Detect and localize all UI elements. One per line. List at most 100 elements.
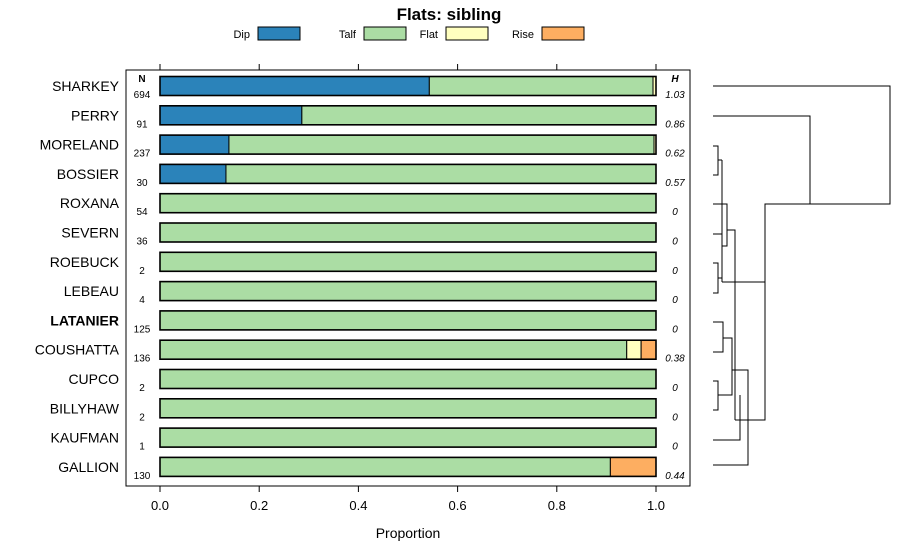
bar-segment-talf	[159, 398, 657, 419]
chart-title: Flats: sibling	[397, 5, 502, 24]
bar-segment-dip	[159, 105, 303, 126]
dendrogram-branch	[718, 370, 733, 396]
bar-outline	[159, 280, 657, 302]
legend-swatch	[257, 26, 301, 41]
h-value: 0.38	[665, 354, 685, 365]
y-tick-label: BILLYHAW	[50, 400, 120, 416]
h-value: 0	[672, 237, 678, 248]
dendrogram-branch	[727, 229, 736, 420]
y-tick-label: CUPCO	[68, 371, 119, 387]
bar-outline	[159, 75, 657, 97]
bars	[159, 75, 657, 478]
bar-outline	[159, 368, 657, 390]
n-value: 2	[139, 266, 145, 277]
bar-segment-talf	[301, 105, 657, 126]
y-tick-label: KAUFMAN	[51, 430, 119, 446]
bar-segment-talf	[428, 76, 654, 96]
h-value: 0	[672, 412, 678, 423]
n-value: 1	[139, 442, 145, 453]
bar-segment-dip	[159, 163, 227, 184]
h-values: 1.03 0.86 0.62 0.57 0 0 0 0 0 0.38 0 0 0 0.44	[665, 90, 685, 482]
dendrogram-branch	[723, 337, 733, 370]
dendrogram-branch	[713, 145, 719, 176]
x-tick-label: 0.2	[250, 498, 268, 513]
bar-outline	[159, 456, 657, 478]
y-tick-label: ROEBUCK	[50, 254, 120, 270]
y-tick-label: COUSHATTA	[35, 342, 120, 358]
legend: Dip Talf Flat Rise	[233, 26, 585, 41]
y-tick-label: LEBEAU	[64, 283, 119, 299]
bar-segment-talf	[159, 251, 657, 272]
y-axis-labels: SHARKEY PERRY MORELAND BOSSIER ROXANA SEVERN R…	[35, 78, 120, 475]
n-value: 237	[134, 149, 151, 160]
bar-segment-talf	[159, 193, 657, 214]
n-values: 694 91 237 30 54 36 2 4 125 136 2 2 1 130	[134, 90, 151, 482]
n-value: 694	[134, 90, 151, 101]
bar-outline	[159, 427, 657, 448]
bar-segment-rise	[640, 339, 657, 360]
h-value: 0.62	[665, 149, 685, 160]
bar-segment-talf	[159, 369, 657, 389]
legend-label: Dip	[233, 29, 250, 41]
n-value: 2	[139, 383, 145, 394]
y-tick-label: LATANIER	[50, 312, 119, 328]
dendrogram-branch	[713, 85, 891, 205]
n-value: 91	[136, 119, 148, 130]
h-value: 0	[672, 266, 678, 277]
y-tick-label: ROXANA	[60, 195, 120, 211]
h-value: 0	[672, 442, 678, 453]
x-tick-label: 0.4	[349, 498, 367, 513]
x-tick-label: 1.0	[647, 498, 665, 513]
dendrogram-branch	[713, 338, 724, 353]
bar-segment-talf	[159, 339, 628, 360]
n-value: 54	[136, 207, 148, 218]
bar-outline	[159, 222, 657, 243]
h-value: 0	[672, 324, 678, 335]
dendrogram-branch	[713, 203, 728, 230]
dendrogram-branch	[713, 395, 741, 441]
bar-outline	[159, 339, 657, 361]
legend-label: Flat	[420, 29, 438, 41]
y-tick-label: GALLION	[58, 459, 119, 475]
h-value: 0	[672, 295, 678, 306]
n-value: 4	[139, 295, 145, 306]
legend-swatch	[445, 26, 489, 41]
h-value: 1.03	[665, 90, 685, 101]
bar-outline	[159, 192, 657, 214]
bar-segment-talf	[159, 222, 657, 243]
n-value: 36	[136, 237, 148, 248]
bar-outline	[159, 310, 657, 331]
y-tick-label: BOSSIER	[57, 166, 119, 182]
legend-label: Talf	[339, 29, 357, 41]
bar-segment-dip	[159, 134, 230, 155]
bar-segment-rise	[609, 456, 657, 477]
dendrogram-branch	[713, 380, 719, 395]
h-value: 0	[672, 383, 678, 394]
bar-segment-talf	[159, 427, 657, 448]
bar-segment-talf	[228, 134, 655, 155]
dendrogram-branch	[732, 369, 749, 420]
dendrogram-branch	[722, 203, 810, 283]
n-value: 130	[134, 471, 151, 482]
y-tick-label: SEVERN	[61, 225, 119, 241]
bar-outline	[159, 105, 657, 126]
x-axis-label: Proportion	[376, 525, 441, 541]
n-value: 125	[134, 324, 151, 335]
x-axis: 0.0 0.2 0.4 0.6 0.8 1.0	[151, 64, 665, 513]
dendrogram-branch	[713, 419, 749, 466]
bar-segment-talf	[225, 163, 657, 184]
bar-segment-talf	[159, 310, 657, 331]
bar-segment-flat	[626, 339, 642, 360]
n-value: 30	[136, 178, 148, 189]
n-value: 2	[139, 412, 145, 423]
x-tick-label: 0.8	[548, 498, 566, 513]
h-value: 0.44	[665, 471, 685, 482]
dendrogram-branch	[722, 230, 728, 247]
legend-swatch	[541, 26, 585, 41]
bar-outline	[159, 163, 657, 185]
h-value: 0	[672, 207, 678, 218]
x-tick-label: 0.0	[151, 498, 169, 513]
h-value: 0.86	[665, 119, 685, 130]
y-tick-label: MORELAND	[40, 137, 119, 153]
